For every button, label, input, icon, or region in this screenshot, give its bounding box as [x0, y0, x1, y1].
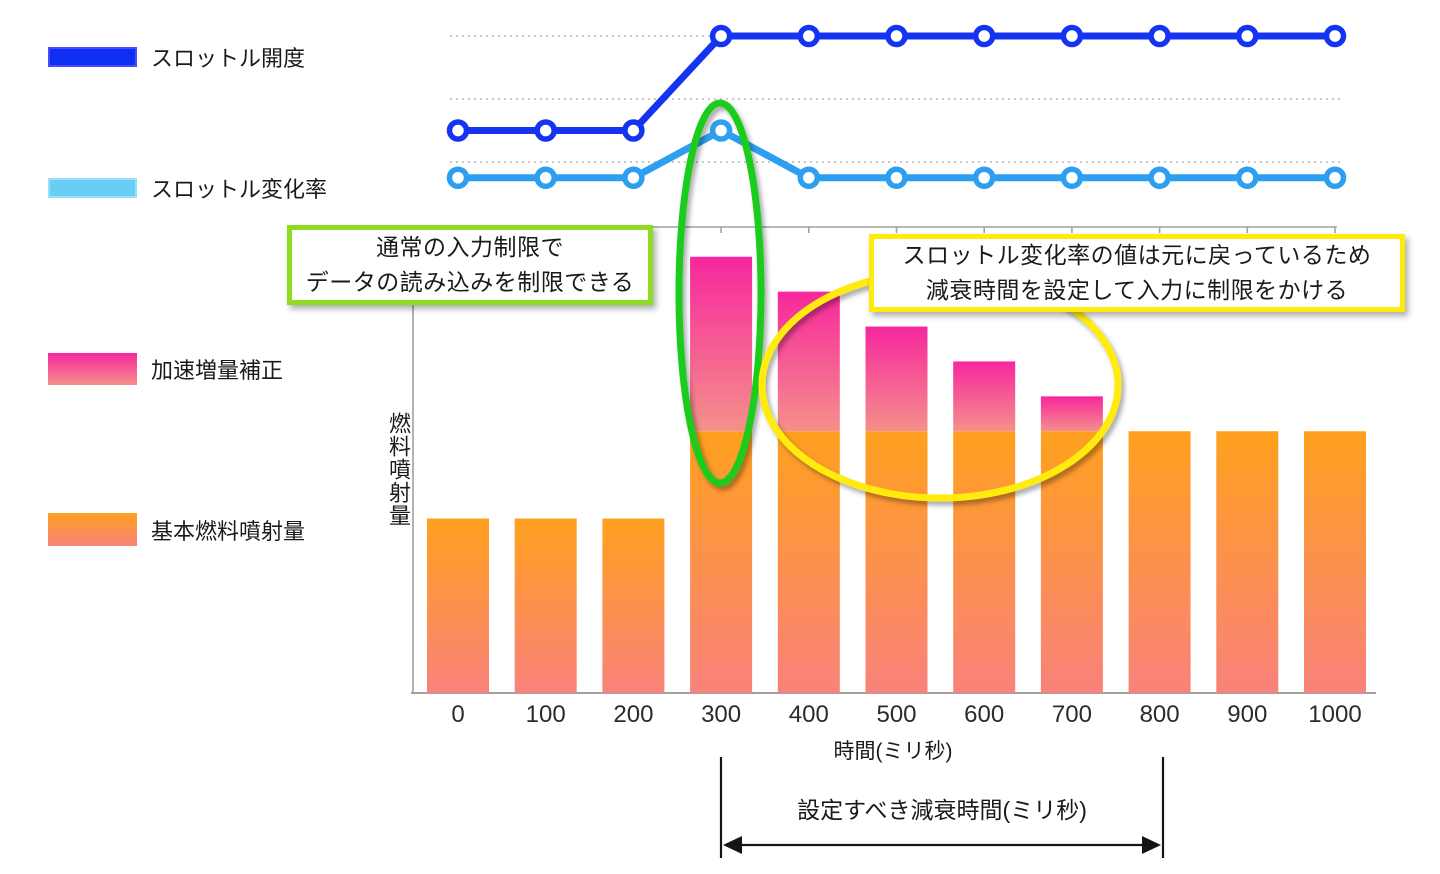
throttle-rate-swatch-icon	[48, 178, 137, 198]
fuel-bars	[427, 256, 1366, 693]
svg-text:100: 100	[526, 701, 566, 728]
legend-item-throttle-rate: スロットル変化率	[48, 172, 327, 204]
svg-text:600: 600	[964, 701, 1004, 728]
legend-item-throttle-opening: スロットル開度	[48, 41, 305, 73]
y-axis-title: 燃料噴射量	[386, 412, 411, 527]
arrowhead-right-icon	[1142, 836, 1161, 854]
top-panel-gridlines	[450, 35, 1340, 163]
green-callout-box: 通常の入力制限で データの読み込みを制限できる	[287, 225, 653, 305]
svg-text:0: 0	[451, 701, 464, 728]
x-axis-title: 時間(ミリ秒)	[833, 740, 953, 763]
green-highlight-ellipse	[675, 99, 765, 487]
arrowhead-left-icon	[723, 836, 742, 854]
svg-text:400: 400	[789, 701, 829, 728]
svg-text:500: 500	[876, 701, 916, 728]
throttle-opening-swatch-icon	[48, 47, 137, 67]
svg-text:300: 300	[701, 701, 741, 728]
yellow-callout-box: スロットル変化率の値は元に戻っているため 減衰時間を設定して入力に制限をかける	[869, 234, 1405, 312]
svg-text:1000: 1000	[1308, 701, 1361, 728]
x-tick-labels: 0 100 200 300 400 500 600 700 800 900 1000	[451, 701, 1361, 728]
legend-label: 加速増量補正	[151, 358, 284, 383]
callout-line: データの読み込みを制限できる	[305, 269, 635, 295]
legend-label: 基本燃料噴射量	[151, 518, 306, 544]
callout-line: スロットル変化率の値は元に戻っているため	[902, 242, 1372, 268]
base-fuel-swatch-icon	[48, 513, 137, 546]
decay-span-annotation	[719, 757, 1165, 858]
throttle-lines	[446, 24, 1347, 189]
legend-item-accel-correction: 加速増量補正	[48, 353, 283, 385]
decay-span-label: 設定すべき減衰時間(ミリ秒)	[797, 797, 1087, 823]
svg-text:900: 900	[1227, 701, 1267, 728]
svg-text:800: 800	[1140, 701, 1180, 728]
svg-text:700: 700	[1052, 701, 1092, 728]
accel-correction-swatch-icon	[48, 353, 137, 385]
callout-line: 減衰時間を設定して入力に制限をかける	[925, 277, 1349, 303]
legend-label: スロットル開度	[151, 46, 306, 71]
legend-label: スロットル変化率	[151, 177, 328, 202]
svg-text:200: 200	[613, 701, 653, 728]
callout-line: 通常の入力制限で	[376, 234, 564, 260]
legend-item-base-fuel: 基本燃料噴射量	[48, 513, 305, 546]
